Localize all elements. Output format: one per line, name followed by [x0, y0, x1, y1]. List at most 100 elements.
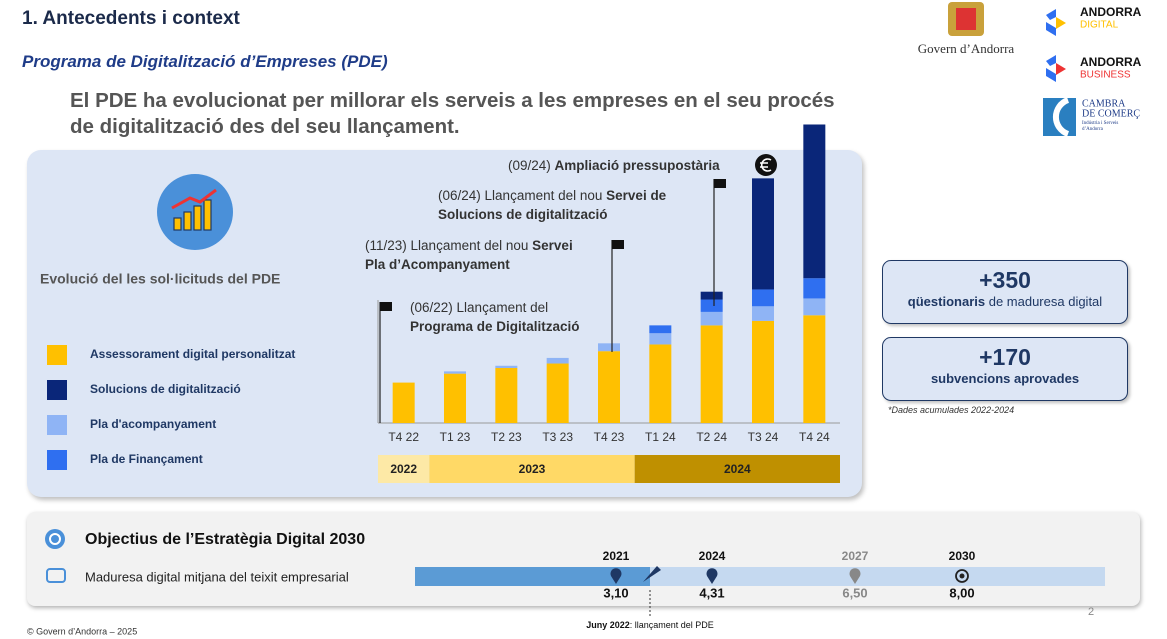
milestone-year: 2027: [842, 549, 869, 563]
bar-segment: [649, 333, 672, 345]
kpi-text: de maduresa digital: [988, 294, 1103, 309]
annotation-bold: Servei Pla d’Acompanyament: [365, 238, 573, 272]
milestone-value: 6,50: [842, 585, 867, 600]
annotation-bold: Servei de Solucions de digitalització: [438, 188, 667, 222]
annotation: (06/22) Llançament del Programa de Digit…: [410, 298, 610, 336]
logo-text: DIGITAL: [1080, 20, 1119, 31]
bar-segment: [752, 306, 774, 321]
bar-segment: [495, 365, 518, 369]
bar-segment: [392, 382, 415, 423]
footer: © Govern d’Andorra – 2025: [27, 626, 137, 636]
objectives-panel: [27, 512, 1140, 606]
logo-text: BUSINESS: [1080, 70, 1131, 81]
annotation-date: (11/23): [365, 238, 407, 253]
bar-segment: [700, 299, 723, 312]
kpi-value: +170: [979, 344, 1031, 370]
legend-swatch: [47, 345, 67, 365]
legend-swatch: [47, 450, 67, 470]
timeline-progress: [415, 567, 650, 586]
logo-mark: [1056, 17, 1066, 29]
statement: El PDE ha evolucionat per millorar els s…: [70, 89, 835, 138]
flag: [714, 179, 726, 188]
note-text: : llançament del PDE: [630, 620, 714, 630]
x-tick-label: T4 22: [388, 430, 419, 444]
year-band: [378, 455, 430, 483]
annotation-date: (06/24): [438, 188, 481, 203]
milestone-year: 2030: [949, 549, 976, 563]
annotation: (11/23) Llançament del nou Servei Pla d’…: [365, 236, 595, 274]
chart-icon: [171, 188, 217, 210]
milestone-value: 4,31: [699, 585, 724, 600]
annotation-text: Llançament del nou: [484, 188, 603, 203]
bar-segment: [803, 298, 826, 316]
x-tick-label: T3 23: [542, 430, 573, 444]
bar-segment: [700, 325, 723, 423]
legend-label: Pla de Finançament: [90, 452, 203, 466]
chart-icon: [173, 199, 212, 231]
milestone-marker: [959, 573, 965, 579]
year-label: 2023: [519, 462, 546, 476]
kpi-bold: subvencions aprovades: [930, 371, 1080, 386]
bar-segment: [444, 373, 466, 423]
legend-swatch: [47, 380, 67, 400]
milestone-marker: [849, 568, 861, 584]
bar-segment: [444, 371, 466, 374]
annotation-text: Llançament del: [456, 300, 549, 315]
logo-text: Govern d’Andorra: [918, 41, 1015, 56]
kpi-box: +170 subvencions aprovades: [882, 337, 1128, 401]
logo-mark: [1046, 9, 1056, 36]
euro-icon: [760, 158, 772, 172]
legend-label: Pla d'acompanyament: [90, 417, 216, 431]
milestone-marker: [610, 568, 622, 584]
bar-segment: [546, 363, 569, 423]
bar-segment: [649, 344, 672, 423]
milestone-value: 3,10: [603, 585, 628, 600]
legend-swatch: [47, 415, 67, 435]
x-tick-label: T4 23: [594, 430, 625, 444]
logo-text: d’Andorra: [1082, 127, 1104, 132]
objectives-title: Objectius de l’Estratègia Digital 2030: [85, 531, 365, 548]
milestone-value: 8,00: [949, 585, 974, 600]
logo-mark: [1046, 55, 1056, 82]
coat-of-arms: [956, 8, 976, 30]
annotation-bold: Programa de Digitalització: [410, 319, 580, 334]
bar-segment: [803, 124, 826, 279]
briefcase-icon: [46, 568, 66, 583]
logo-text: DE COMERÇ: [1082, 108, 1140, 119]
kpi-value: +350: [979, 267, 1031, 293]
bar-segment: [598, 343, 620, 352]
milestone-year: 2021: [603, 549, 630, 563]
x-tick-label: T2 23: [491, 430, 522, 444]
annotation-bold: Ampliació pressupostària: [554, 158, 720, 173]
milestone-year: 2024: [699, 549, 726, 563]
year-label: 2024: [724, 462, 751, 476]
legend-label: Assessorament digital personalitzat: [90, 347, 295, 361]
page-number: 2: [1088, 606, 1094, 618]
milestone-marker: [955, 569, 969, 583]
year-label: 2022: [390, 462, 417, 476]
logo-mark: [1056, 63, 1066, 75]
logo-mark: [1052, 97, 1070, 137]
bar-segment: [700, 311, 723, 326]
x-tick-label: T4 24: [799, 430, 830, 444]
flag: [380, 302, 392, 311]
x-tick-label: T1 23: [440, 430, 471, 444]
note-bold: Juny 2022: [586, 620, 630, 630]
bar-segment: [598, 351, 620, 423]
bar-segment: [803, 315, 826, 423]
bar-segment: [752, 178, 774, 290]
bar-segment: [649, 325, 672, 334]
logo-text: Indústria i Serveis: [1082, 121, 1118, 126]
year-band: [429, 455, 635, 483]
title: 1. Antecedents i context: [22, 8, 240, 29]
legend-label: Solucions de digitalització: [90, 382, 241, 396]
euro-icon: [755, 154, 777, 176]
subtitle: Programa de Digitalització d’Empreses (P…: [22, 52, 388, 71]
target-icon: [45, 529, 65, 549]
x-tick-label: T3 24: [748, 430, 779, 444]
annotation: (09/24) Ampliació pressupostària: [508, 156, 768, 175]
logo-text: ANDORRA: [1080, 5, 1142, 19]
rocket-icon: [643, 566, 661, 582]
panel-label: Evolució del les sol·licituds del PDE: [40, 271, 280, 287]
